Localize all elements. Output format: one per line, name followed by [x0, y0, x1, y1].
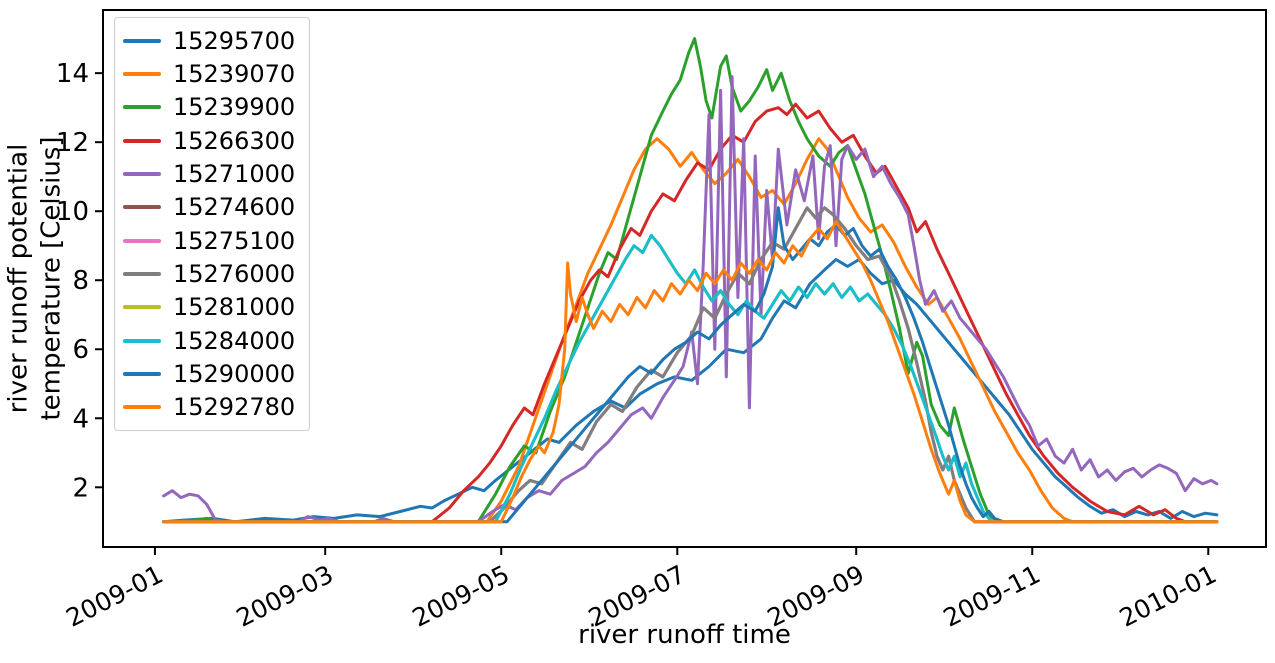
legend-line-sample	[123, 305, 161, 310]
legend-line-sample	[123, 371, 161, 376]
series-line-15266300	[162, 102, 1219, 524]
legend-line-sample	[123, 238, 161, 243]
y-tick-label: 6	[72, 335, 89, 365]
legend-line-sample	[123, 171, 161, 176]
y-axis-label-line2: temperature [Celsius]	[36, 136, 66, 421]
y-axis-label-line1: river runoff potential	[3, 143, 34, 414]
legend-item-15284000: 15284000	[123, 329, 301, 353]
legend-item-15274600: 15274600	[123, 195, 301, 219]
legend-label: 15281000	[173, 293, 296, 322]
legend-label: 15266300	[173, 126, 296, 155]
legend-label: 15274600	[173, 193, 296, 222]
x-axis-label: river runoff time	[578, 620, 791, 650]
legend-item-15292780: 15292780	[123, 395, 301, 419]
legend-item-15239070: 15239070	[123, 62, 301, 86]
y-tick-label: 10	[56, 197, 89, 227]
legend-item-15271000: 15271000	[123, 162, 301, 186]
legend-label: 15271000	[173, 159, 296, 188]
legend-item-15266300: 15266300	[123, 129, 301, 153]
legend-label: 15239070	[173, 59, 296, 88]
legend-item-15239900: 15239900	[123, 95, 301, 119]
series-line-15276000	[162, 206, 1219, 524]
y-tick-label: 8	[72, 266, 89, 296]
legend-label: 15295700	[173, 26, 296, 55]
y-tick-label: 4	[72, 404, 89, 434]
legend-label: 15284000	[173, 326, 296, 355]
legend-line-sample	[123, 271, 161, 276]
series-line-15290000	[162, 206, 1219, 524]
legend-line-sample	[123, 205, 161, 210]
legend-label: 15239900	[173, 93, 296, 122]
legend-line-sample	[123, 338, 161, 343]
legend-line-sample	[123, 138, 161, 143]
y-tick-label: 12	[56, 128, 89, 158]
series-line-15284000	[162, 233, 1219, 524]
legend-item-15290000: 15290000	[123, 362, 301, 386]
legend-item-15295700: 15295700	[123, 29, 301, 53]
legend-label: 15290000	[173, 359, 296, 388]
legend-line-sample	[123, 105, 161, 110]
series-line-15239070	[162, 137, 1219, 524]
legend: 15295700 15239070 15239900 15266300 15271000…	[114, 17, 310, 431]
legend-item-15275100: 15275100	[123, 229, 301, 253]
legend-label: 15292780	[173, 393, 296, 422]
y-axis-label-box: river runoff potential temperature [Cels…	[0, 10, 70, 547]
y-axis-label: river runoff potential temperature [Cels…	[3, 136, 68, 420]
y-tick-label: 14	[56, 59, 89, 89]
legend-item-15281000: 15281000	[123, 295, 301, 319]
y-tick-label: 2	[72, 473, 89, 503]
legend-label: 15276000	[173, 259, 296, 288]
legend-item-15276000: 15276000	[123, 262, 301, 286]
legend-line-sample	[123, 38, 161, 43]
legend-line-sample	[123, 405, 161, 410]
plot-frame	[102, 9, 1267, 548]
series-line-15295700	[162, 258, 1219, 524]
series-line-15271000	[162, 75, 1219, 524]
series-line-15292780	[162, 220, 1219, 524]
legend-label: 15275100	[173, 226, 296, 255]
legend-line-sample	[123, 71, 161, 76]
